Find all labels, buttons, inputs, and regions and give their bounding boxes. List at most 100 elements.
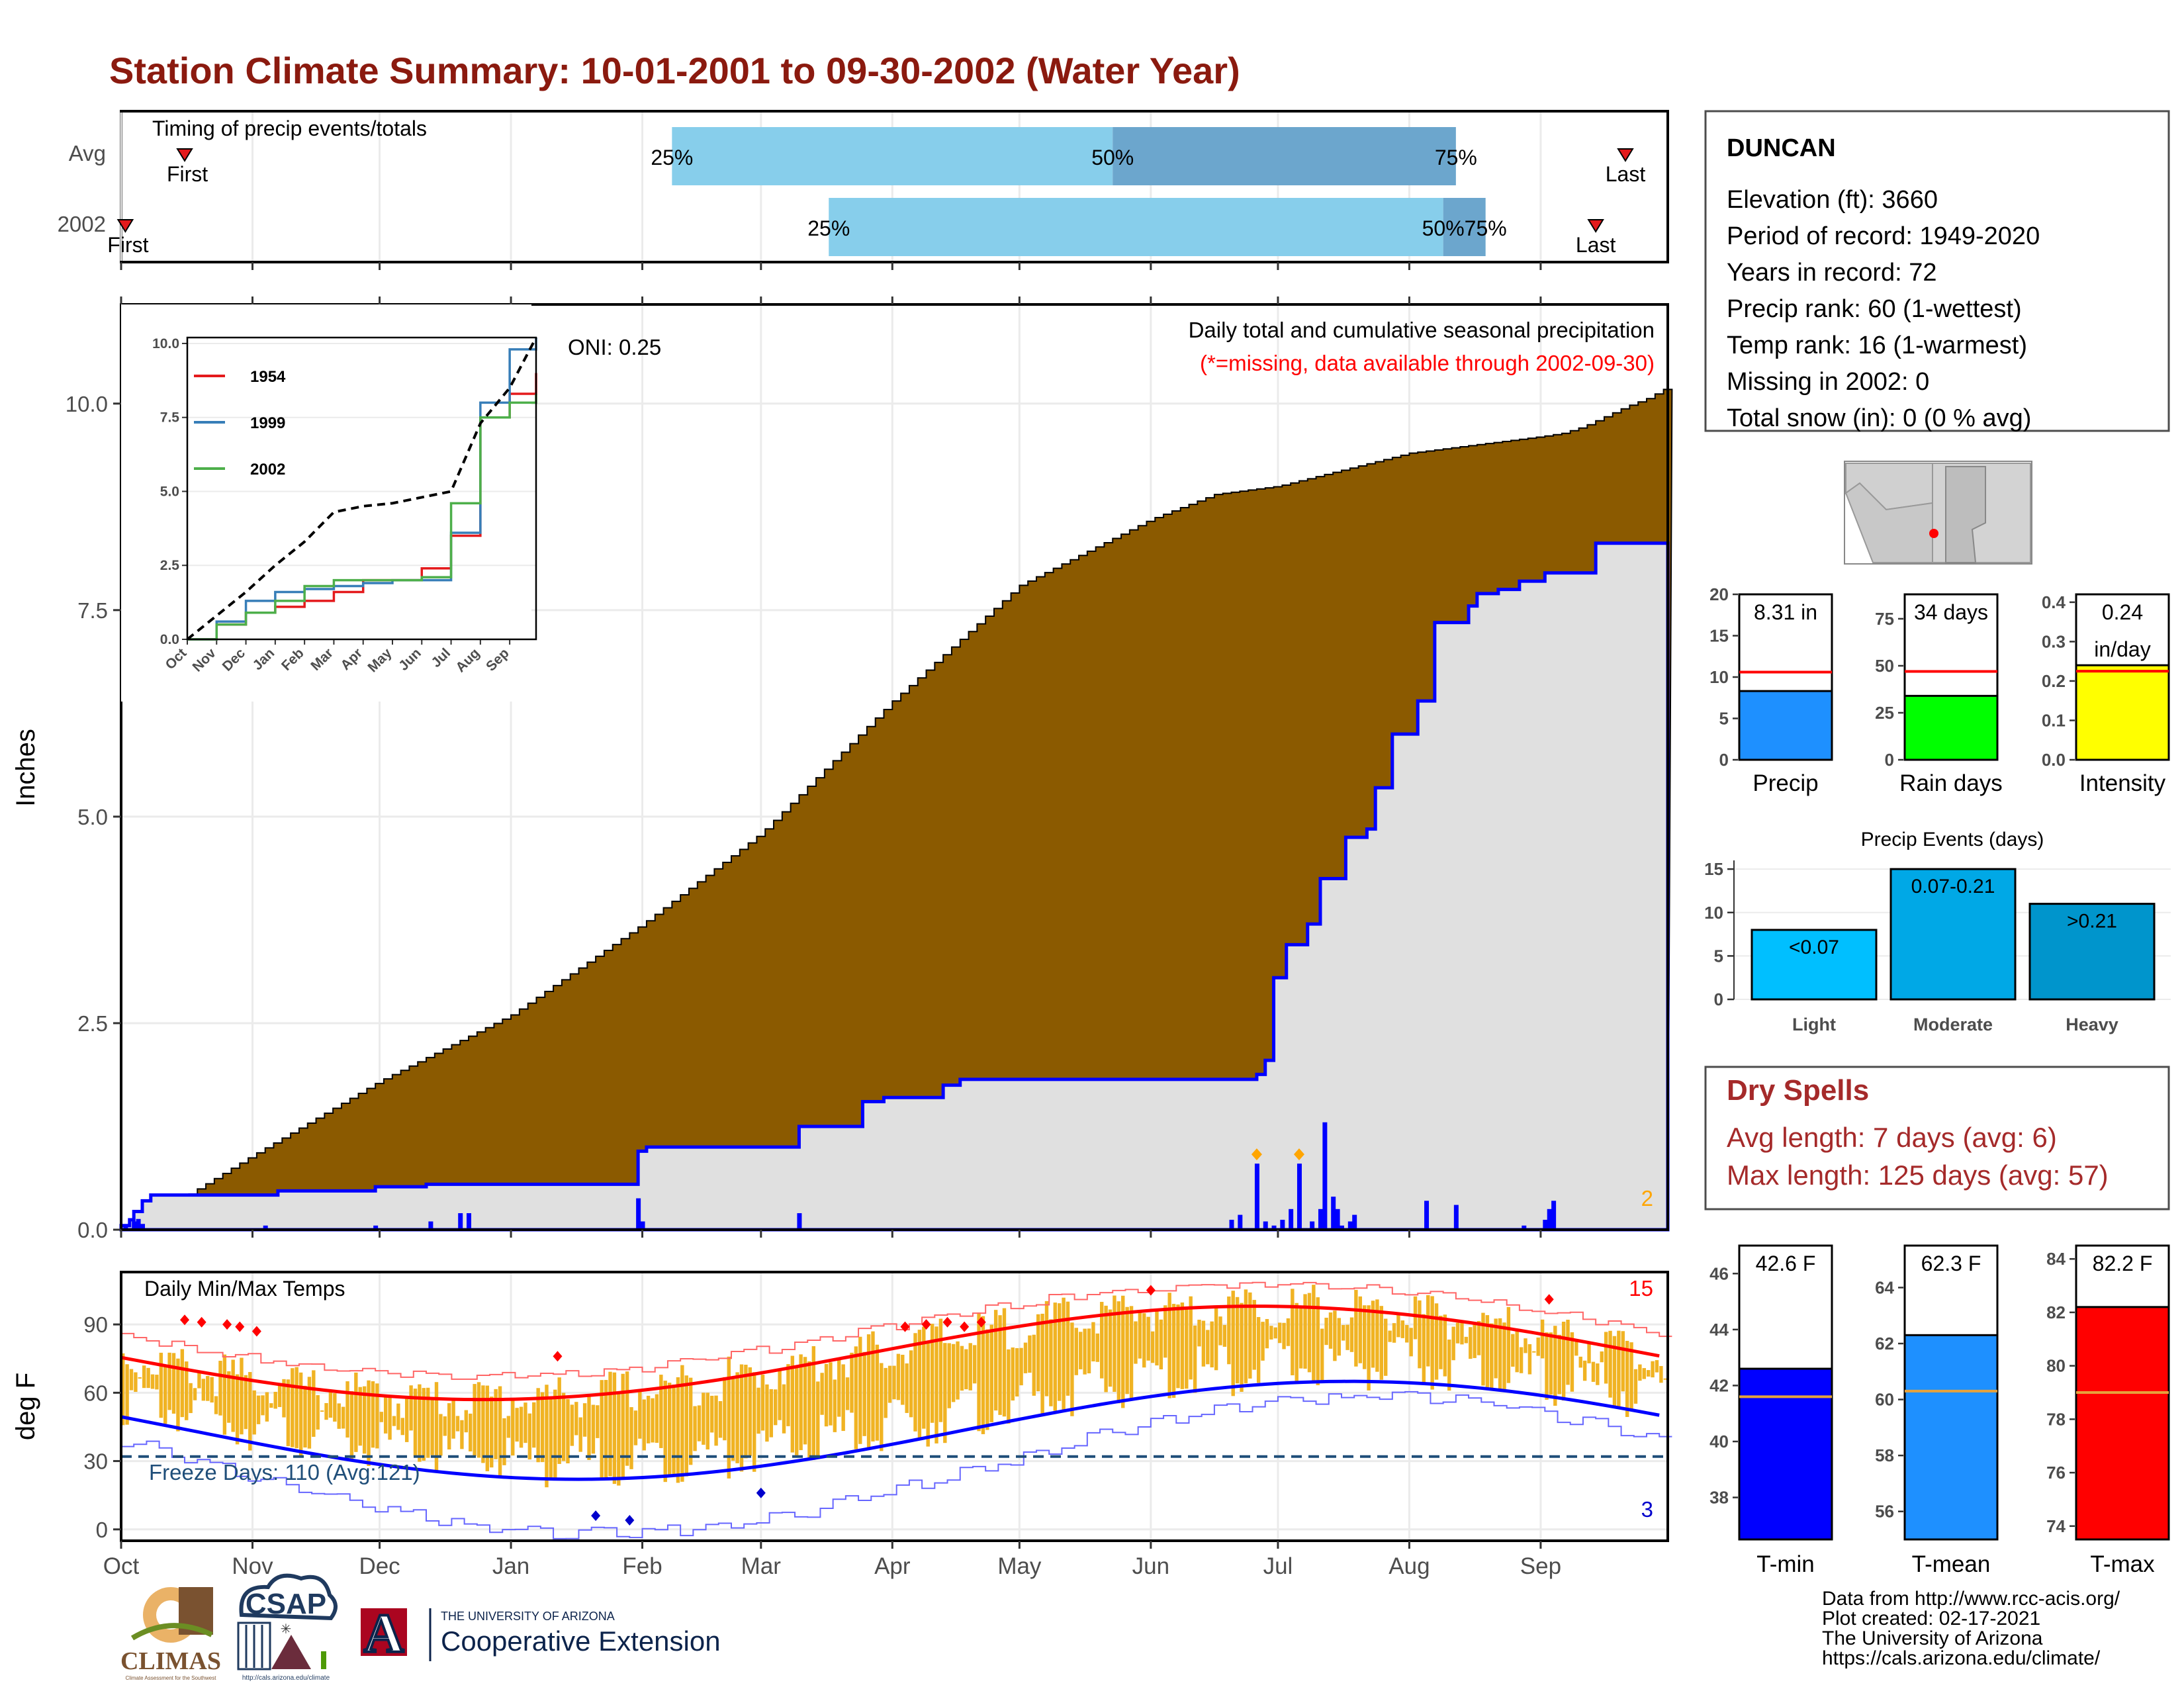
daily-temp-bar-103 [557, 1377, 561, 1464]
daily-temp-bar-219 [1049, 1319, 1053, 1406]
daily-precip-bar-22 [1318, 1209, 1323, 1230]
daily-temp-bar-178 [875, 1344, 880, 1441]
daily-temp-bar-151 [760, 1375, 765, 1431]
daily-temp-bar-40 [291, 1368, 295, 1447]
daily-temp-bar-101 [549, 1396, 553, 1479]
ua-logo-block-a: A [364, 1603, 404, 1665]
cumulative-observed-area [119, 541, 1670, 1232]
daily-temp-bar-304 [1409, 1328, 1413, 1357]
daily-precip-bar-17 [1271, 1225, 1277, 1230]
daily-temp-bar-92 [511, 1400, 515, 1456]
daily-temp-bar-18 [197, 1371, 201, 1389]
daily-temp-bar-323 [1490, 1323, 1494, 1389]
daily-temp-bar-191 [930, 1324, 934, 1423]
daily-temp-bar-21 [210, 1377, 214, 1403]
tmean-ytick-label-3: 62 [1875, 1334, 1894, 1353]
daily-temp-bar-51 [337, 1403, 341, 1429]
month-label-nov: Nov [232, 1553, 273, 1579]
tmin-ytick-label-1: 40 [1709, 1432, 1729, 1451]
daily-temp-bar-162 [807, 1361, 811, 1459]
daily-temp-bar-177 [871, 1331, 875, 1441]
daily-precip-bar-30 [1453, 1205, 1459, 1230]
record-low-marker-0 [591, 1510, 601, 1522]
daily-temp-bar-56 [358, 1387, 362, 1446]
daily-temp-bar-52 [341, 1406, 345, 1429]
timing-bar-q2-2002 [829, 198, 1443, 256]
daily-temp-bar-296 [1375, 1299, 1379, 1372]
precip-ytick-label-0: 0.0 [77, 1218, 108, 1242]
daily-temp-bar-257 [1210, 1321, 1214, 1368]
daily-temp-bar-256 [1206, 1330, 1210, 1365]
daily-precip-bar-19 [1289, 1209, 1294, 1230]
inset-series-average [186, 337, 537, 641]
daily-temp-bar-232 [1104, 1305, 1108, 1393]
daily-temp-bar-355 [1625, 1340, 1629, 1417]
daily-temp-bar-100 [545, 1385, 549, 1488]
daily-temp-bar-172 [850, 1352, 854, 1413]
timing-last-marker-avg [1617, 148, 1634, 162]
daily-temp-bar-250 [1180, 1303, 1185, 1389]
daily-temp-bar-102 [553, 1389, 557, 1479]
university-of-arizona-logo[interactable]: A THE UNIVERSITY OF ARIZONA Cooperative … [361, 1602, 721, 1666]
daily-temp-bar-147 [744, 1364, 748, 1459]
precip-events-bar-heavy [2028, 903, 2156, 1001]
csap-logo[interactable]: CSAP ✳ http://cals.arizona.edu/climate [237, 1573, 338, 1682]
timing-pct-label-avg-0: 25% [651, 146, 693, 169]
daily-temp-bar-33 [261, 1395, 265, 1416]
month-label-aug: Aug [1388, 1553, 1430, 1579]
page-title: Station Climate Summary: 10-01-2001 to 0… [109, 50, 1240, 91]
daily-temp-bar-220 [1053, 1303, 1058, 1411]
daily-temp-bar-240 [1138, 1312, 1142, 1359]
inset-ytick-label-3: 7.5 [160, 410, 180, 426]
daily-temp-bar-187 [913, 1333, 917, 1432]
daily-temp-bar-2 [129, 1369, 134, 1391]
daily-precip-bar-16 [1263, 1221, 1268, 1230]
daily-temp-bar-186 [909, 1350, 913, 1418]
daily-temp-bar-96 [527, 1413, 532, 1460]
daily-temp-bar-339 [1557, 1334, 1561, 1394]
daily-temp-bar-252 [1189, 1296, 1193, 1380]
daily-temp-bar-293 [1363, 1305, 1367, 1369]
daily-temp-bar-216 [1036, 1314, 1040, 1392]
daily-temp-bar-68 [409, 1385, 413, 1431]
precip-total-category-label: Precip [1752, 770, 1818, 796]
svg-text:✳: ✳ [281, 1621, 292, 1637]
inset-ytick-label-2: 5.0 [160, 484, 179, 499]
daily-temp-bar-264 [1240, 1303, 1244, 1392]
daily-temp-bar-351 [1608, 1330, 1612, 1398]
daily-temp-bar-168 [833, 1379, 837, 1432]
tmax-bar [2075, 1306, 2170, 1541]
timing-bar-q2-avg [672, 127, 1113, 185]
tmin-category-label: T-min [1756, 1551, 1815, 1577]
daily-temp-bar-138 [705, 1393, 709, 1450]
daily-temp-bar-144 [731, 1376, 735, 1461]
daily-temp-bar-70 [418, 1384, 422, 1462]
precip-events-title: Precip Events (days) [1861, 829, 2044, 850]
precip-ytick-label-1: 2.5 [77, 1011, 108, 1036]
inset-legend-label-2002: 2002 [250, 461, 285, 479]
daily-temp-bar-55 [354, 1372, 358, 1452]
climas-logo[interactable]: CLIMAS Climate Assessment for the Southw… [120, 1587, 221, 1681]
month-axis: Oct Nov Dec Jan Feb Mar Apr May Jun Jul Aug Sep [103, 262, 1561, 1579]
daily-temp-bar-277 [1295, 1303, 1298, 1383]
daily-precip-bar-21 [1310, 1221, 1315, 1230]
daily-temp-bar-290 [1349, 1317, 1354, 1352]
daily-temp-bar-281 [1312, 1285, 1316, 1383]
daily-temp-bar-282 [1316, 1297, 1320, 1385]
daily-precip-bar-31 [1522, 1225, 1527, 1230]
daily-temp-bar-350 [1604, 1332, 1608, 1384]
daily-temp-bar-164 [816, 1381, 820, 1457]
daily-temp-bar-106 [570, 1404, 574, 1446]
daily-temp-bar-331 [1524, 1338, 1527, 1353]
daily-temp-bar-346 [1587, 1342, 1591, 1363]
record-high-marker-1 [197, 1316, 206, 1328]
daily-temp-bar-320 [1477, 1320, 1481, 1355]
daily-temp-bar-54 [349, 1391, 354, 1459]
daily-temp-bar-308 [1426, 1295, 1430, 1367]
daily-temp-bar-76 [443, 1416, 447, 1436]
daily-temp-bar-84 [477, 1382, 481, 1458]
daily-temp-bar-93 [515, 1408, 519, 1442]
daily-precip-bar-12 [797, 1213, 802, 1230]
temp-panel: 0 30 60 90 deg F Daily Min/Max Temps 15 3 F… [11, 1271, 1672, 1542]
tmax-ytick-label-2: 78 [2046, 1409, 2066, 1429]
